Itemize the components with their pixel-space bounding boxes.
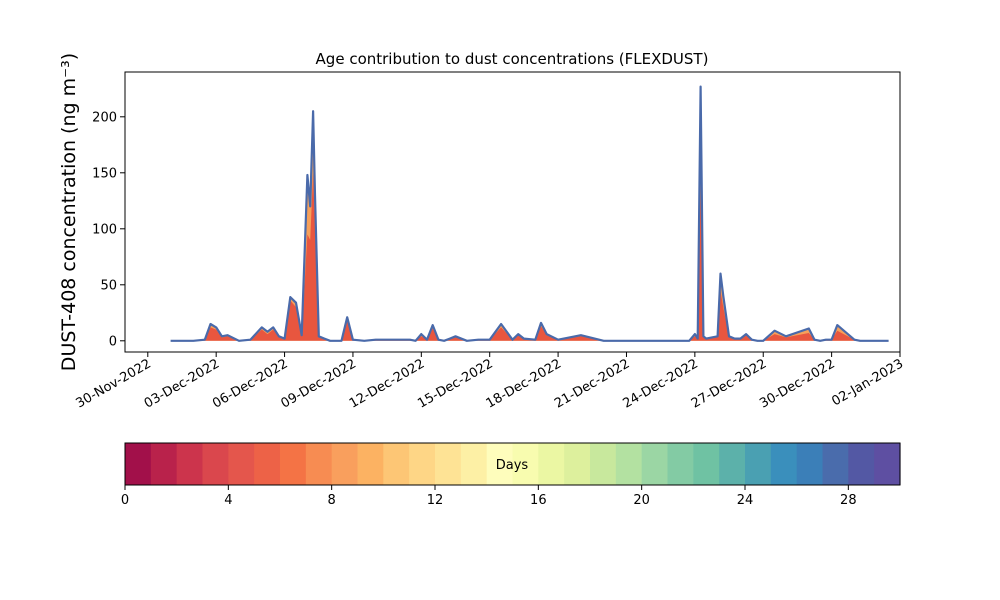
colorbar-cell: [745, 443, 772, 485]
x-tick-label: 03-Dec-2022: [142, 356, 222, 411]
x-tick-label: 27-Dec-2022: [689, 356, 769, 411]
colorbar-tick-label: 28: [840, 493, 857, 508]
x-tick-label: 15-Dec-2022: [415, 356, 495, 411]
colorbar-cell: [641, 443, 669, 485]
total-line: [170, 85, 889, 342]
colorbar-cell: [305, 443, 333, 485]
colorbar-frame: [124, 442, 901, 486]
colorbar-cell: [150, 443, 178, 485]
chart-title: Age contribution to dust concentrations …: [316, 50, 709, 68]
colorbar-cell: [228, 443, 255, 485]
colorbar-tick-label: 12: [427, 493, 444, 508]
colorbar-ticks: 0 4 8 12 16 20 24 28: [121, 485, 857, 508]
colorbar-cell: [822, 443, 849, 485]
x-tick-label: 30-Nov-2022: [74, 356, 154, 411]
colorbar-cell: [357, 443, 384, 485]
y-axis-label: DUST-408 concentration (ng m⁻³): [58, 53, 80, 371]
colorbar-cell: [512, 443, 539, 485]
colorbar-cell: [667, 443, 694, 485]
colorbar-tick-label: 8: [328, 493, 336, 508]
colorbar-cell: [693, 443, 720, 485]
x-tick-label: 18-Dec-2022: [484, 356, 564, 411]
area-older-days: [170, 86, 889, 341]
colorbar: Days 0 4 8 12 16 20 24 28: [121, 442, 901, 508]
colorbar-cell: [590, 443, 617, 485]
colorbar-cell: [564, 443, 591, 485]
y-axis: 0 50 100 150 200: [92, 110, 125, 349]
y-tick-label: 150: [92, 166, 117, 181]
area-layers: [170, 85, 889, 342]
y-tick-label: 100: [92, 222, 117, 237]
colorbar-cell: [254, 443, 281, 485]
colorbar-cell: [460, 443, 488, 485]
colorbar-cell: [719, 443, 746, 485]
x-tick-label: 24-Dec-2022: [620, 356, 700, 411]
colorbar-cell: [125, 443, 152, 485]
colorbar-tick-label: 16: [530, 493, 547, 508]
colorbar-cell: [874, 443, 901, 485]
area-young-days: [170, 172, 889, 341]
colorbar-label: Days: [496, 458, 529, 473]
colorbar-cell: [848, 443, 875, 485]
colorbar-tick-label: 20: [633, 493, 650, 508]
colorbar-cell: [486, 443, 514, 485]
colorbar-cell: [176, 443, 204, 485]
colorbar-cell: [383, 443, 410, 485]
colorbar-cell: [409, 443, 436, 485]
colorbar-cell: [770, 443, 798, 485]
colorbar-cell: [538, 443, 565, 485]
colorbar-cell: [280, 443, 307, 485]
x-axis: 30-Nov-202203-Dec-202206-Dec-202209-Dec-…: [74, 352, 906, 412]
colorbar-tick-label: 0: [121, 493, 129, 508]
colorbar-cell: [202, 443, 229, 485]
colorbar-tick-label: 24: [737, 493, 754, 508]
y-tick-label: 0: [109, 334, 117, 349]
plot-frame: [124, 71, 901, 353]
colorbar-cell: [615, 443, 643, 485]
y-tick-label: 200: [92, 110, 117, 125]
x-tick-label: 30-Dec-2022: [757, 356, 837, 411]
plot-area: 0 50 100 150 200 30-Nov-202203-Dec-202206-De…: [74, 71, 906, 412]
colorbar-cells: [125, 443, 901, 485]
colorbar-cell: [331, 443, 359, 485]
x-tick-label: 06-Dec-2022: [210, 356, 290, 411]
colorbar-cell: [435, 443, 462, 485]
y-tick-label: 50: [100, 278, 117, 293]
x-tick-label: 21-Dec-2022: [552, 356, 632, 411]
x-tick-label: 02-Jan-2023: [829, 356, 906, 409]
colorbar-cell: [796, 443, 824, 485]
x-tick-label: 09-Dec-2022: [279, 356, 359, 411]
colorbar-tick-label: 4: [224, 493, 232, 508]
x-tick-label: 12-Dec-2022: [347, 356, 427, 411]
